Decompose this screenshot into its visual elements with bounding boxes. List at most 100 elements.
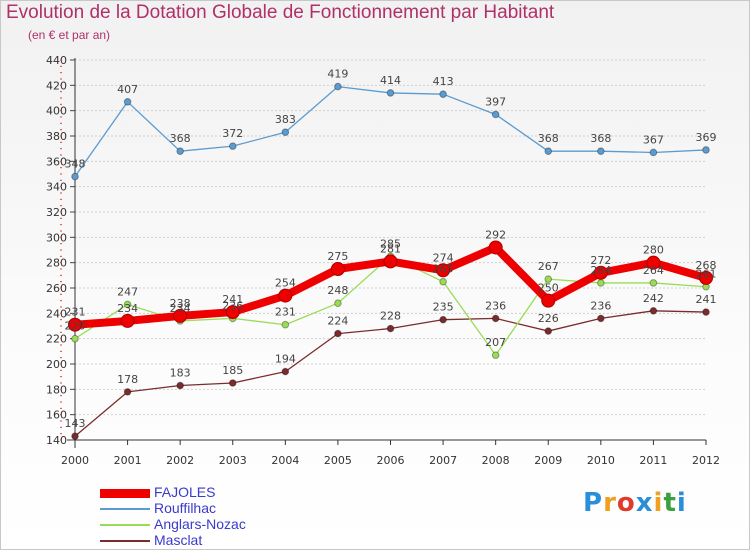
point-fajoles-2009 — [541, 293, 556, 308]
y-tick-label: 200 — [46, 358, 67, 371]
x-tick-label: 2010 — [587, 454, 615, 467]
x-tick-label: 2005 — [324, 454, 352, 467]
x-tick-label: 2008 — [482, 454, 510, 467]
data-label-fajoles-2007: 274 — [433, 251, 454, 264]
x-tick-label: 2000 — [61, 454, 89, 467]
point-masclat-2009 — [544, 327, 553, 335]
data-label-masclat-2000: 143 — [65, 417, 86, 430]
data-label-masclat-2008: 236 — [485, 299, 506, 312]
data-label-anglars-nozac-2010: 264 — [590, 264, 611, 277]
y-axis-ticks: 140 160 180 200 220 240 260 280 300 320 340 360 380 4… — [46, 54, 75, 447]
data-label-masclat-2002: 183 — [170, 367, 191, 380]
y-tick-label: 320 — [46, 206, 67, 219]
x-tick-label: 2011 — [639, 454, 667, 467]
point-masclat-2010 — [597, 314, 605, 323]
point-anglars-nozac-2001 — [123, 300, 132, 309]
point-rouffilhac-2003 — [228, 142, 237, 150]
point-rouffilhac-2006 — [386, 89, 395, 97]
data-label-masclat-2010: 236 — [590, 299, 611, 312]
point-fajoles-2008 — [488, 240, 503, 255]
chart-subtitle: (en € et par an) — [28, 28, 111, 42]
data-label-fajoles-2008: 292 — [485, 228, 506, 241]
logo-letter: i — [676, 488, 687, 518]
proxiti-logo[interactable]: Proxiti — [583, 488, 687, 518]
data-label-fajoles-2010: 272 — [590, 254, 611, 267]
x-tick-label: 2002 — [166, 454, 194, 467]
series-group — [68, 82, 713, 441]
x-tick-label: 2006 — [377, 454, 405, 467]
data-label-fajoles-2005: 275 — [327, 250, 348, 263]
point-fajoles-2006 — [383, 254, 398, 269]
data-label-fajoles-2012: 268 — [696, 259, 717, 272]
data-label-fajoles-2003: 241 — [222, 293, 243, 306]
point-rouffilhac-2011 — [649, 148, 658, 157]
logo-letter: o — [616, 488, 636, 518]
data-label-rouffilhac-2001: 407 — [117, 83, 138, 96]
x-tick-label: 2003 — [219, 454, 247, 467]
data-label-fajoles-2009: 250 — [538, 282, 559, 295]
point-masclat-2008 — [491, 314, 500, 323]
data-label-masclat-2001: 178 — [117, 373, 138, 386]
point-masclat-2012 — [702, 308, 710, 316]
y-tick-label: 340 — [46, 181, 67, 194]
data-label-rouffilhac-2000: 348 — [65, 158, 86, 171]
data-label-anglars-nozac-2001: 247 — [117, 285, 138, 298]
data-label-rouffilhac-2008: 397 — [485, 95, 506, 108]
data-label-anglars-nozac-2000: 220 — [65, 320, 86, 333]
axes — [67, 58, 706, 448]
data-label-anglars-nozac-2008: 207 — [485, 336, 506, 349]
data-label-anglars-nozac-2007: 265 — [433, 263, 454, 276]
point-anglars-nozac-2005 — [334, 299, 342, 308]
data-label-rouffilhac-2012: 369 — [696, 131, 717, 144]
point-masclat-2005 — [334, 329, 342, 338]
legend-label: FAJOLES — [154, 484, 216, 500]
point-masclat-2001 — [123, 388, 132, 396]
point-masclat-2003 — [228, 379, 237, 387]
point-rouffilhac-2002 — [176, 147, 184, 155]
logo-letter: P — [583, 488, 604, 518]
point-fajoles-2012 — [699, 270, 713, 285]
y-tick-label: 440 — [46, 54, 67, 67]
data-label-masclat-2011: 242 — [643, 292, 664, 305]
data-label-rouffilhac-2009: 368 — [538, 132, 559, 145]
data-label-rouffilhac-2002: 368 — [170, 132, 191, 145]
data-label-rouffilhac-2006: 414 — [380, 74, 401, 87]
data-label-fajoles-2001: 234 — [117, 302, 138, 315]
point-fajoles-2005 — [330, 262, 345, 276]
logo-letter: x — [635, 488, 654, 518]
point-rouffilhac-2010 — [597, 147, 605, 155]
data-labels: 231 234 238 2412542752812742922502722802683… — [65, 68, 717, 431]
point-fajoles-2007 — [436, 263, 451, 278]
point-fajoles-2000 — [68, 317, 82, 332]
data-label-fajoles-2006: 281 — [380, 242, 401, 255]
y-tick-label: 140 — [46, 434, 67, 447]
data-label-anglars-nozac-2012: 261 — [696, 268, 717, 281]
y-tick-label: 240 — [46, 307, 67, 320]
data-label-anglars-nozac-2011: 264 — [643, 264, 664, 277]
y-tick-label: 420 — [46, 79, 67, 92]
point-fajoles-2004 — [278, 288, 293, 303]
logo-letter: t — [663, 488, 677, 518]
data-label-anglars-nozac-2005: 248 — [327, 284, 348, 297]
legend-swatch — [100, 540, 150, 542]
data-label-anglars-nozac-2009: 267 — [538, 260, 559, 273]
point-masclat-2011 — [649, 307, 658, 315]
data-label-fajoles-2004: 254 — [275, 277, 296, 290]
data-label-fajoles-2011: 280 — [643, 244, 664, 257]
data-label-anglars-nozac-2002: 234 — [170, 302, 191, 315]
data-label-rouffilhac-2010: 368 — [590, 132, 611, 145]
data-label-masclat-2006: 228 — [380, 310, 401, 323]
point-masclat-2006 — [386, 324, 395, 333]
data-label-rouffilhac-2011: 367 — [643, 133, 664, 146]
data-label-rouffilhac-2003: 372 — [222, 127, 243, 140]
y-tick-label: 280 — [46, 257, 67, 270]
data-label-anglars-nozac-2004: 231 — [275, 306, 296, 319]
chart-title: Evolution de la Dotation Globale de Fonc… — [6, 2, 555, 23]
legend-label: Anglars-Nozac — [154, 516, 246, 532]
point-anglars-nozac-2011 — [649, 279, 658, 287]
point-fajoles-2002 — [173, 308, 188, 323]
x-tick-label: 2012 — [692, 454, 720, 467]
point-anglars-nozac-2000 — [71, 334, 79, 343]
data-label-rouffilhac-2005: 419 — [327, 68, 348, 81]
point-rouffilhac-2005 — [334, 82, 342, 91]
